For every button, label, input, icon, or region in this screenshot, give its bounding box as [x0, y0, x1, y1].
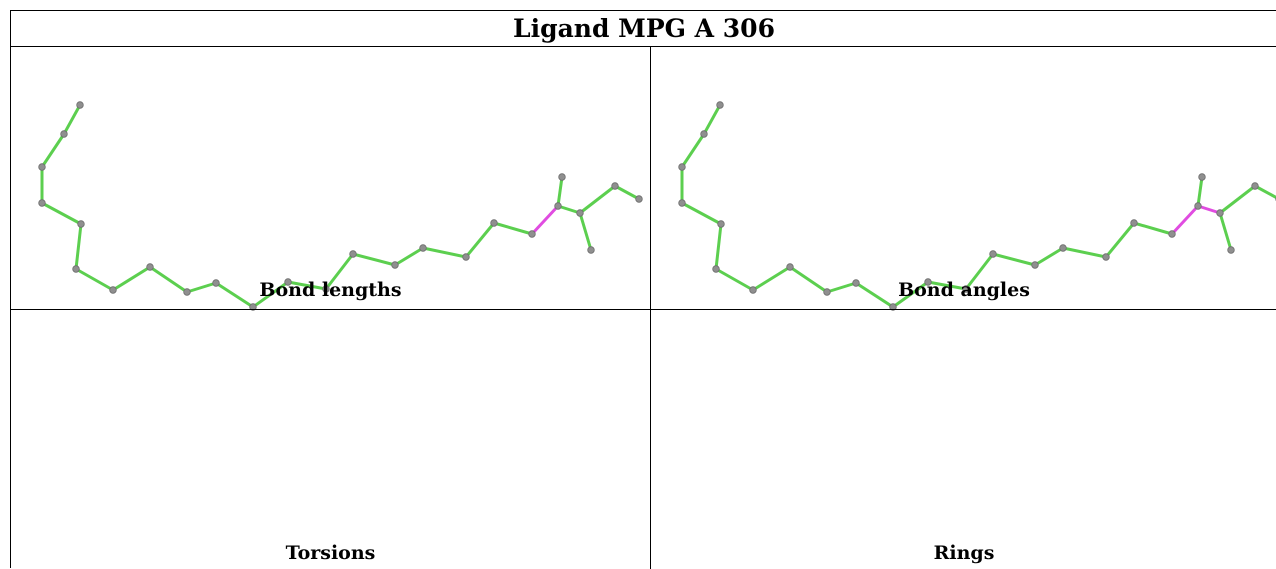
atom	[61, 131, 68, 138]
bond	[76, 224, 81, 269]
panel-torsions: Torsions	[11, 310, 650, 569]
atom	[39, 164, 46, 171]
atom	[1169, 231, 1176, 238]
panel-bond-lengths: Bond lengths	[11, 47, 650, 309]
atom	[1252, 183, 1259, 190]
bond	[532, 206, 558, 234]
molecule-bond-angles	[651, 47, 1276, 309]
bond	[423, 248, 466, 257]
atom	[420, 245, 427, 252]
atom	[1103, 254, 1110, 261]
atom	[713, 266, 720, 273]
atom	[559, 174, 566, 181]
bond	[682, 134, 704, 167]
molecule-torsions	[11, 310, 650, 569]
bond	[580, 186, 615, 213]
bond	[1063, 248, 1106, 257]
atom	[555, 203, 562, 210]
atom	[1199, 174, 1206, 181]
atom	[679, 164, 686, 171]
atom	[588, 247, 595, 254]
atom	[78, 221, 85, 228]
atom	[1060, 245, 1067, 252]
bond	[558, 177, 562, 206]
bond	[993, 254, 1035, 265]
atom	[392, 262, 399, 269]
atom	[577, 210, 584, 217]
bond	[1134, 223, 1172, 234]
bond	[1035, 248, 1063, 265]
atom	[718, 221, 725, 228]
atom	[787, 264, 794, 271]
bond	[494, 223, 532, 234]
atom	[1195, 203, 1202, 210]
panel-rings: Rings	[651, 310, 1276, 569]
atom	[77, 102, 84, 109]
report-table: Ligand MPG A 306 Bond lengths Bond angle…	[10, 10, 1276, 568]
panel-bond-angles: Bond angles	[651, 47, 1276, 309]
bond	[1220, 213, 1231, 250]
bond	[704, 105, 720, 134]
atom	[1131, 220, 1138, 227]
atom	[701, 131, 708, 138]
atom	[350, 251, 357, 258]
atom	[529, 231, 536, 238]
bond	[64, 105, 80, 134]
bond	[682, 203, 721, 224]
atom	[890, 304, 897, 309]
bond	[1255, 186, 1276, 199]
bond	[1106, 223, 1134, 257]
atom	[612, 183, 619, 190]
bond	[42, 134, 64, 167]
caption-rings: Rings	[651, 542, 1276, 564]
atom	[679, 200, 686, 207]
atom	[717, 102, 724, 109]
atom	[491, 220, 498, 227]
bond	[466, 223, 494, 257]
atom	[147, 264, 154, 271]
atom	[1228, 247, 1235, 254]
bond	[615, 186, 639, 199]
caption-bond-lengths: Bond lengths	[11, 279, 650, 301]
atom	[73, 266, 80, 273]
bond	[1172, 206, 1198, 234]
ligand-title: Ligand MPG A 306	[11, 11, 1276, 46]
bond	[395, 248, 423, 265]
bond	[580, 213, 591, 250]
atom	[250, 304, 257, 309]
bond	[353, 254, 395, 265]
caption-torsions: Torsions	[11, 542, 650, 564]
atom	[1217, 210, 1224, 217]
atom	[636, 196, 643, 203]
atom	[1032, 262, 1039, 269]
molecule-bond-lengths	[11, 47, 650, 309]
bond	[716, 224, 721, 269]
bond	[1220, 186, 1255, 213]
bond	[42, 203, 81, 224]
molecule-rings	[651, 310, 1276, 569]
bond	[1198, 177, 1202, 206]
caption-bond-angles: Bond angles	[651, 279, 1276, 301]
atom	[463, 254, 470, 261]
atom	[39, 200, 46, 207]
atom	[990, 251, 997, 258]
